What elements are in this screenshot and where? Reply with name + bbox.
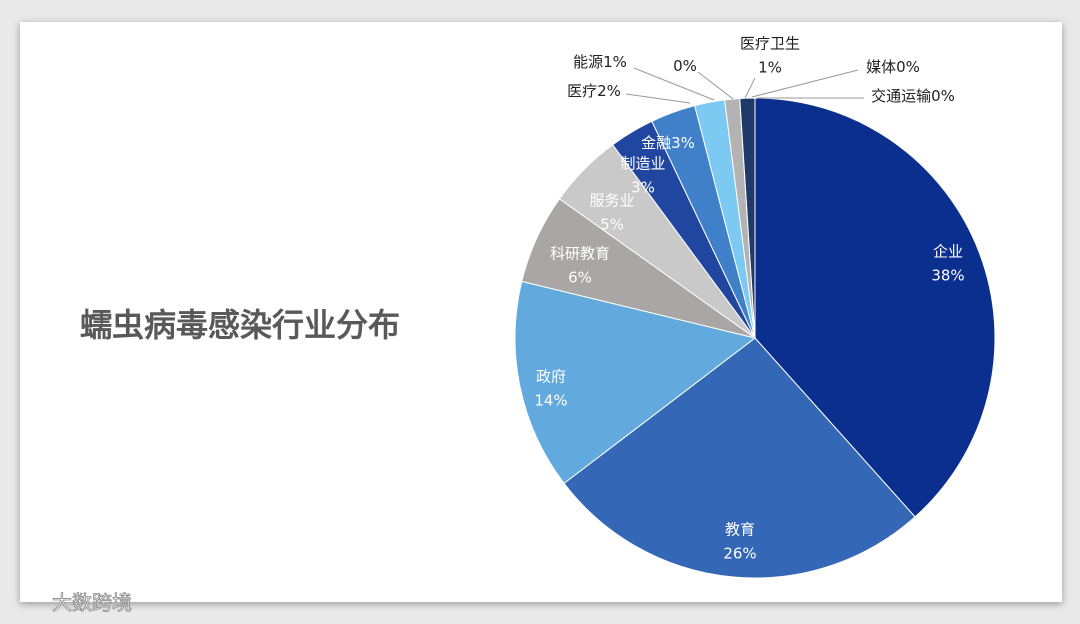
slice-label: 医疗 (567, 82, 597, 100)
leader-line (697, 71, 734, 100)
pie-slice (514, 280, 757, 485)
value-label: 6% (568, 269, 592, 287)
leader-line (625, 93, 691, 104)
value-label: 0% (931, 87, 955, 105)
slice-label-group: 能源1% (573, 53, 627, 71)
slice-label: 交通运输 (871, 87, 931, 105)
leader-line (633, 67, 715, 101)
value-label: 38% (931, 267, 964, 285)
slice-label: 金融 (641, 134, 671, 152)
value-label: 1% (603, 53, 627, 71)
chart-title: 蠕虫病毒感染行业分布 (80, 306, 400, 344)
value-label: 26% (723, 545, 756, 563)
slice-label: 服务业 (589, 192, 634, 210)
slice-label: 科研教育 (550, 245, 610, 263)
pie-slice (754, 97, 996, 518)
value-label: 5% (600, 216, 624, 234)
slice-label: 媒体 (866, 58, 896, 76)
slice-label-group: 媒体0% (866, 58, 920, 76)
slice-label: 能源 (573, 53, 603, 71)
value-label: 0% (896, 58, 920, 76)
slice-label: 政府 (536, 368, 566, 386)
slice-label-group: 0% (673, 57, 697, 75)
slice-label-group: 医疗2% (567, 82, 621, 100)
value-label: 0% (673, 57, 697, 75)
value-label: 1% (758, 59, 782, 77)
value-label: 3% (631, 179, 655, 197)
slice-label: 企业 (933, 243, 963, 261)
slice-label-group: 金融3% (641, 134, 695, 152)
pie-slice (563, 337, 916, 579)
slice-label: 教育 (725, 521, 755, 539)
value-label: 2% (597, 82, 621, 100)
slice-label: 制造业 (620, 155, 665, 173)
slice-label-group: 交通运输0% (871, 87, 955, 105)
value-label: 3% (671, 134, 695, 152)
leader-line (744, 77, 756, 99)
value-label: 14% (534, 392, 567, 410)
leader-line (751, 69, 859, 98)
slice-label: 医疗卫生 (740, 35, 800, 53)
watermark: 大数跨境 (52, 591, 132, 615)
